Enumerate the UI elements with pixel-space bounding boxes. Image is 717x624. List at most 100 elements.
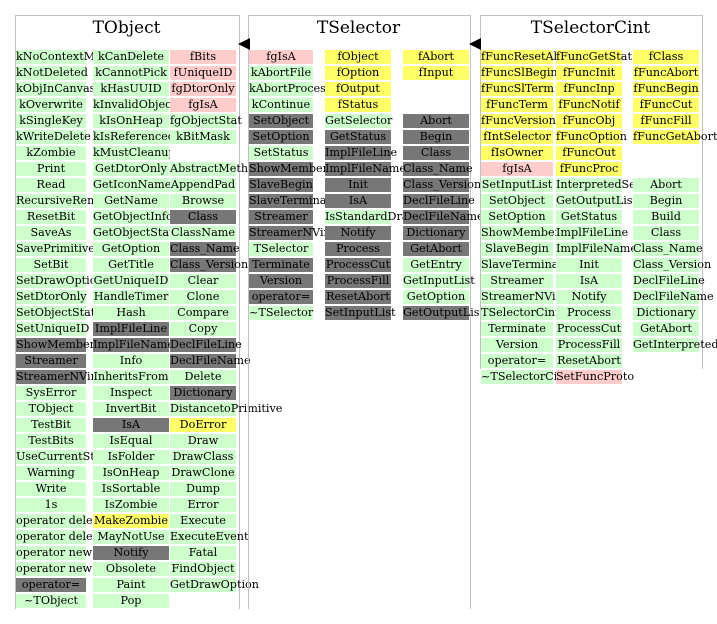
member-cell[interactable]: ProcessCut xyxy=(325,258,391,272)
member-cell[interactable]: GetInputList xyxy=(403,274,475,288)
member-cell[interactable]: kContinue xyxy=(249,98,313,112)
member-cell[interactable]: Hash xyxy=(93,306,169,320)
member-cell[interactable]: Clone xyxy=(170,290,236,304)
member-cell[interactable]: TestBit xyxy=(16,418,86,432)
member-cell[interactable]: GetObjectInfo xyxy=(93,210,173,224)
member-cell[interactable]: SaveAs xyxy=(16,226,86,240)
member-cell[interactable]: kCannotPick xyxy=(93,66,169,80)
member-cell[interactable]: ImplFileName xyxy=(556,242,637,256)
member-cell[interactable]: Class_Name xyxy=(170,242,240,256)
member-cell[interactable]: DistancetoPrimitive xyxy=(170,402,283,416)
member-cell[interactable]: GetIconName xyxy=(93,178,172,192)
member-cell[interactable]: Streamer xyxy=(249,210,313,224)
member-cell[interactable]: Error xyxy=(170,498,236,512)
member-cell[interactable]: SlaveTerminate xyxy=(481,258,570,272)
member-cell[interactable]: AppendPad xyxy=(170,178,236,192)
member-cell[interactable]: SlaveBegin xyxy=(481,242,553,256)
member-cell[interactable]: Version xyxy=(249,274,313,288)
member-cell[interactable]: DrawClass xyxy=(170,450,236,464)
member-cell[interactable]: IsStandardDraw xyxy=(325,210,419,224)
member-cell[interactable]: SysError xyxy=(16,386,86,400)
member-cell[interactable]: ShowMembers xyxy=(249,162,334,176)
member-cell[interactable]: fOutput xyxy=(325,82,391,96)
member-cell[interactable]: DeclFileName xyxy=(403,210,484,224)
member-cell[interactable]: kZombie xyxy=(16,146,86,160)
member-cell[interactable]: fFuncGetAbort xyxy=(633,130,717,144)
member-cell[interactable]: GetObjectStat xyxy=(93,226,174,240)
member-cell[interactable]: kIsOnHeap xyxy=(93,114,169,128)
member-cell[interactable]: fFuncCut xyxy=(633,98,699,112)
member-cell[interactable]: fFuncOption xyxy=(556,130,627,144)
member-cell[interactable]: StreamerNVirtual xyxy=(249,226,351,240)
member-cell[interactable]: fFuncOut xyxy=(556,146,622,160)
member-cell[interactable]: SetInputList xyxy=(481,178,553,192)
member-cell[interactable]: ShowMembers xyxy=(481,226,566,240)
member-cell[interactable]: operator= xyxy=(16,578,86,592)
member-cell[interactable]: Print xyxy=(16,162,86,176)
member-cell[interactable]: SetUniqueID xyxy=(16,322,90,336)
member-cell[interactable]: kOverwrite xyxy=(16,98,86,112)
member-cell[interactable]: DeclFileName xyxy=(170,354,251,368)
member-cell[interactable]: Dictionary xyxy=(403,226,469,240)
member-cell[interactable]: Streamer xyxy=(16,354,86,368)
member-cell[interactable]: kNoContextMenu xyxy=(16,50,117,64)
member-cell[interactable]: SetObjectStat xyxy=(16,306,96,320)
member-cell[interactable]: kInvalidObject xyxy=(93,98,176,112)
member-cell[interactable]: ImplFileLine xyxy=(325,146,398,160)
member-cell[interactable]: fFuncInit xyxy=(556,66,622,80)
member-cell[interactable]: SetOption xyxy=(481,210,553,224)
member-cell[interactable]: Draw xyxy=(170,434,236,448)
member-cell[interactable]: Class_Name xyxy=(633,242,703,256)
member-cell[interactable]: ResetAbort xyxy=(556,354,622,368)
member-cell[interactable]: ImplFileLine xyxy=(556,226,629,240)
member-cell[interactable]: Begin xyxy=(403,130,469,144)
member-cell[interactable]: operator new xyxy=(16,546,93,560)
member-cell[interactable]: GetSelector xyxy=(325,114,393,128)
member-cell[interactable]: operator= xyxy=(249,290,313,304)
member-cell[interactable]: Class xyxy=(170,210,236,224)
member-cell[interactable]: StreamerNVirtual xyxy=(481,290,583,304)
member-cell[interactable]: kIsReferenced xyxy=(93,130,175,144)
member-cell[interactable]: fAbort xyxy=(403,50,469,64)
member-cell[interactable]: ResetAbort xyxy=(325,290,391,304)
member-cell[interactable]: MakeZombie xyxy=(93,514,169,528)
member-cell[interactable]: fStatus xyxy=(325,98,391,112)
member-cell[interactable]: Begin xyxy=(633,194,699,208)
member-cell[interactable]: DeclFileLine xyxy=(403,194,475,208)
member-cell[interactable]: Abort xyxy=(633,178,699,192)
member-cell[interactable]: Write xyxy=(16,482,86,496)
member-cell[interactable]: FindObject xyxy=(170,562,236,576)
member-cell[interactable]: fBits xyxy=(170,50,236,64)
member-cell[interactable]: Dictionary xyxy=(633,306,699,320)
member-cell[interactable]: RecursiveRemove xyxy=(16,194,118,208)
member-cell[interactable]: MayNotUse xyxy=(93,530,169,544)
member-cell[interactable]: Streamer xyxy=(481,274,553,288)
member-cell[interactable]: Version xyxy=(481,338,553,352)
member-cell[interactable]: InheritsFrom xyxy=(93,370,169,384)
member-cell[interactable]: DeclFileLine xyxy=(170,338,242,352)
member-cell[interactable]: ShowMembers xyxy=(16,338,101,352)
member-cell[interactable]: Delete xyxy=(170,370,236,384)
member-cell[interactable]: ~TSelector xyxy=(249,306,314,320)
member-cell[interactable]: Class xyxy=(633,226,699,240)
member-cell[interactable]: fFuncInp xyxy=(556,82,622,96)
member-cell[interactable]: operator delete xyxy=(16,514,104,528)
member-cell[interactable]: UseCurrentStyle xyxy=(16,450,112,464)
member-cell[interactable]: Clear xyxy=(170,274,236,288)
member-cell[interactable]: ProcessFill xyxy=(556,338,622,352)
member-cell[interactable]: fFuncSlTerm xyxy=(481,82,554,96)
member-cell[interactable]: Dictionary xyxy=(170,386,236,400)
member-cell[interactable]: IsOnHeap xyxy=(93,466,169,480)
member-cell[interactable]: GetInterpretedClass xyxy=(633,338,717,352)
member-cell[interactable]: fFuncAbort xyxy=(633,66,699,80)
member-cell[interactable]: GetOption xyxy=(403,290,469,304)
member-cell[interactable]: GetUniqueID xyxy=(93,274,169,288)
member-cell[interactable]: Init xyxy=(556,258,622,272)
member-cell[interactable]: fFuncFill xyxy=(633,114,699,128)
member-cell[interactable]: operator new[] xyxy=(16,562,101,576)
member-cell[interactable]: fgDtorOnly xyxy=(170,82,236,96)
member-cell[interactable]: TObject xyxy=(16,402,86,416)
member-cell[interactable]: fUniqueID xyxy=(170,66,236,80)
member-cell[interactable]: kAbortProcess xyxy=(249,82,332,96)
member-cell[interactable]: GetOption xyxy=(93,242,169,256)
